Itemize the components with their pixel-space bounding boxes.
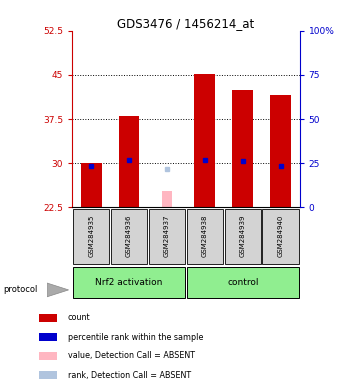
Text: value, Detection Call = ABSENT: value, Detection Call = ABSENT — [68, 351, 195, 360]
Text: count: count — [68, 313, 91, 323]
Bar — [232, 89, 253, 207]
Bar — [119, 116, 139, 207]
FancyBboxPatch shape — [225, 209, 261, 264]
FancyBboxPatch shape — [149, 209, 185, 264]
Bar — [81, 162, 101, 207]
Bar — [162, 192, 172, 207]
Text: GSM284940: GSM284940 — [278, 215, 284, 257]
Title: GDS3476 / 1456214_at: GDS3476 / 1456214_at — [117, 17, 255, 30]
Bar — [39, 314, 57, 322]
Text: Nrf2 activation: Nrf2 activation — [95, 278, 163, 287]
Text: percentile rank within the sample: percentile rank within the sample — [68, 333, 203, 342]
Bar — [39, 352, 57, 360]
Bar — [270, 96, 291, 207]
Bar — [39, 371, 57, 379]
FancyBboxPatch shape — [111, 209, 147, 264]
FancyBboxPatch shape — [73, 209, 109, 264]
FancyBboxPatch shape — [262, 209, 299, 264]
Text: GSM284938: GSM284938 — [202, 215, 208, 257]
FancyBboxPatch shape — [73, 266, 185, 298]
FancyBboxPatch shape — [187, 209, 223, 264]
Bar — [39, 333, 57, 341]
FancyBboxPatch shape — [187, 266, 299, 298]
Text: GSM284935: GSM284935 — [88, 215, 94, 257]
Bar — [195, 74, 215, 207]
Text: GSM284936: GSM284936 — [126, 215, 132, 257]
Polygon shape — [47, 283, 69, 297]
Text: control: control — [227, 278, 258, 287]
Text: rank, Detection Call = ABSENT: rank, Detection Call = ABSENT — [68, 371, 191, 380]
Text: GSM284939: GSM284939 — [240, 215, 246, 257]
Text: protocol: protocol — [4, 285, 38, 295]
Text: GSM284937: GSM284937 — [164, 215, 170, 257]
